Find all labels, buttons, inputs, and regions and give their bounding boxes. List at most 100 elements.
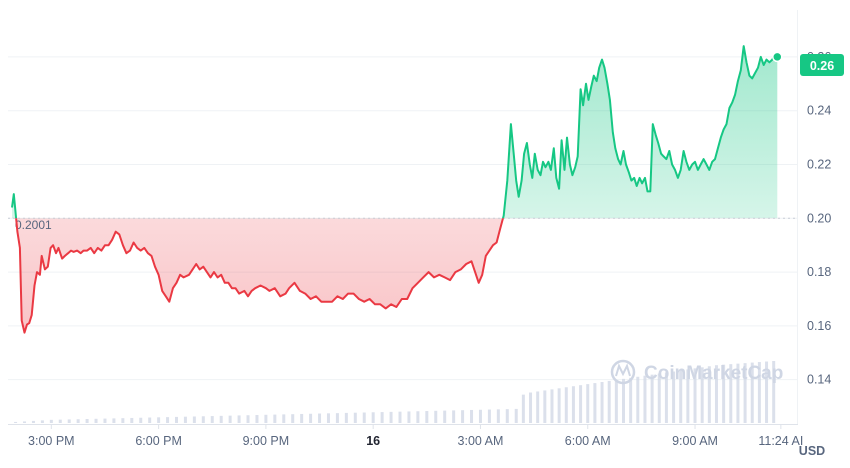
volume-bar	[536, 391, 540, 423]
volume-bar	[693, 368, 697, 423]
current-price-dot[interactable]	[772, 51, 783, 63]
volume-bar	[139, 417, 143, 423]
volume-bar	[607, 380, 611, 423]
x-tick-label: 3:00 AM	[458, 434, 504, 448]
volume-bar	[765, 361, 769, 423]
volume-bar	[282, 414, 286, 423]
volume-bar	[228, 415, 232, 423]
volume-bar	[291, 414, 295, 423]
volume-bar	[593, 383, 597, 423]
volume-bar	[49, 419, 53, 423]
volume-bar	[686, 369, 690, 423]
volume-bar	[58, 419, 62, 423]
coinmarketcap-logo-icon	[610, 359, 636, 385]
price-areas	[12, 46, 778, 333]
volume-bar	[318, 413, 322, 423]
volume-bar	[112, 418, 116, 423]
volume-bar	[103, 418, 107, 423]
volume-bar	[664, 372, 668, 423]
volume-bar	[76, 419, 80, 423]
volume-bar	[557, 388, 561, 423]
volume-bar	[714, 365, 718, 423]
volume-bar	[478, 409, 482, 423]
volume-bar	[743, 363, 747, 423]
volume-bar	[434, 410, 438, 423]
x-tick-label: 6:00 PM	[135, 434, 182, 448]
volume-bar	[650, 374, 654, 423]
volume-bar	[183, 416, 187, 423]
y-tick-label: 0.22	[807, 157, 831, 171]
y-tick-label: 0.16	[807, 319, 831, 333]
volume-bar	[255, 415, 259, 423]
volume-bar	[67, 419, 71, 423]
volume-bar	[31, 420, 35, 423]
x-tick-label: 16	[366, 434, 380, 448]
volume-bar	[40, 420, 44, 423]
volume-bar	[121, 418, 125, 423]
volume-bar	[614, 379, 618, 423]
volume-bar	[264, 414, 268, 423]
volume-bar	[579, 385, 583, 423]
volume-bar	[362, 412, 366, 423]
price-lines	[11, 45, 779, 334]
volume-bar	[443, 410, 447, 423]
volume-bar	[166, 417, 170, 423]
volume-bar	[237, 415, 241, 423]
volume-bar	[543, 390, 547, 423]
volume-bar	[380, 412, 384, 423]
volume-bar	[586, 384, 590, 423]
volume-bar	[629, 377, 633, 423]
volume-bar	[643, 375, 647, 423]
volume-bar	[326, 413, 330, 423]
watermark-text: CoinMarketCap	[644, 363, 783, 384]
volume-bar	[398, 411, 402, 423]
volume-bar	[353, 412, 357, 423]
reference-label: 0.2001	[15, 218, 52, 232]
volume-bar	[157, 417, 161, 423]
volume-bar	[772, 361, 776, 423]
volume-bar	[14, 421, 18, 423]
volume-bar	[344, 412, 348, 423]
volume-bar	[514, 408, 518, 423]
volume-bar	[23, 421, 27, 423]
volume-bar	[636, 376, 640, 423]
volume-bar	[210, 416, 214, 423]
y-tick-label: 0.24	[807, 104, 831, 118]
volume-bar	[174, 416, 178, 423]
price-area-below	[12, 218, 778, 333]
volume-bar	[496, 409, 500, 423]
volume-bar	[273, 414, 277, 423]
volume-bar	[425, 411, 429, 423]
current-price-value: 0.26	[810, 59, 834, 73]
volume-bar	[722, 364, 726, 423]
volume-bar	[407, 411, 411, 423]
volume-bar	[461, 410, 465, 423]
x-tick-label: 6:00 AM	[565, 434, 611, 448]
y-tick-label: 0.20	[807, 211, 831, 225]
volume-bar	[707, 366, 711, 423]
current-price-badge-bg	[800, 54, 844, 76]
price-line-below	[15, 218, 505, 334]
volume-bar	[564, 387, 568, 423]
volume-bar	[750, 362, 754, 423]
x-tick-label: 9:00 AM	[672, 434, 718, 448]
volume-bar	[657, 373, 661, 423]
volume-bar	[521, 394, 525, 423]
volume-bar	[416, 411, 420, 423]
volume-bar	[246, 415, 250, 423]
volume-bar	[600, 382, 604, 423]
volume-bar	[550, 389, 554, 423]
x-tick-label: 3:00 PM	[28, 434, 75, 448]
volume-bar	[487, 409, 491, 423]
volume-bar	[470, 409, 474, 423]
y-axis-ticks: 0.14 0.16 0.18 0.20 0.22 0.24 0.26	[807, 50, 831, 387]
watermark: CoinMarketCap	[610, 359, 783, 385]
volume-bar	[571, 386, 575, 423]
currency-label: USD	[799, 444, 825, 458]
volume-bar	[94, 418, 98, 423]
volume-bar	[192, 416, 196, 423]
coinmarketcap-m-icon	[615, 363, 631, 377]
y-tick-label: 0.14	[807, 373, 831, 387]
